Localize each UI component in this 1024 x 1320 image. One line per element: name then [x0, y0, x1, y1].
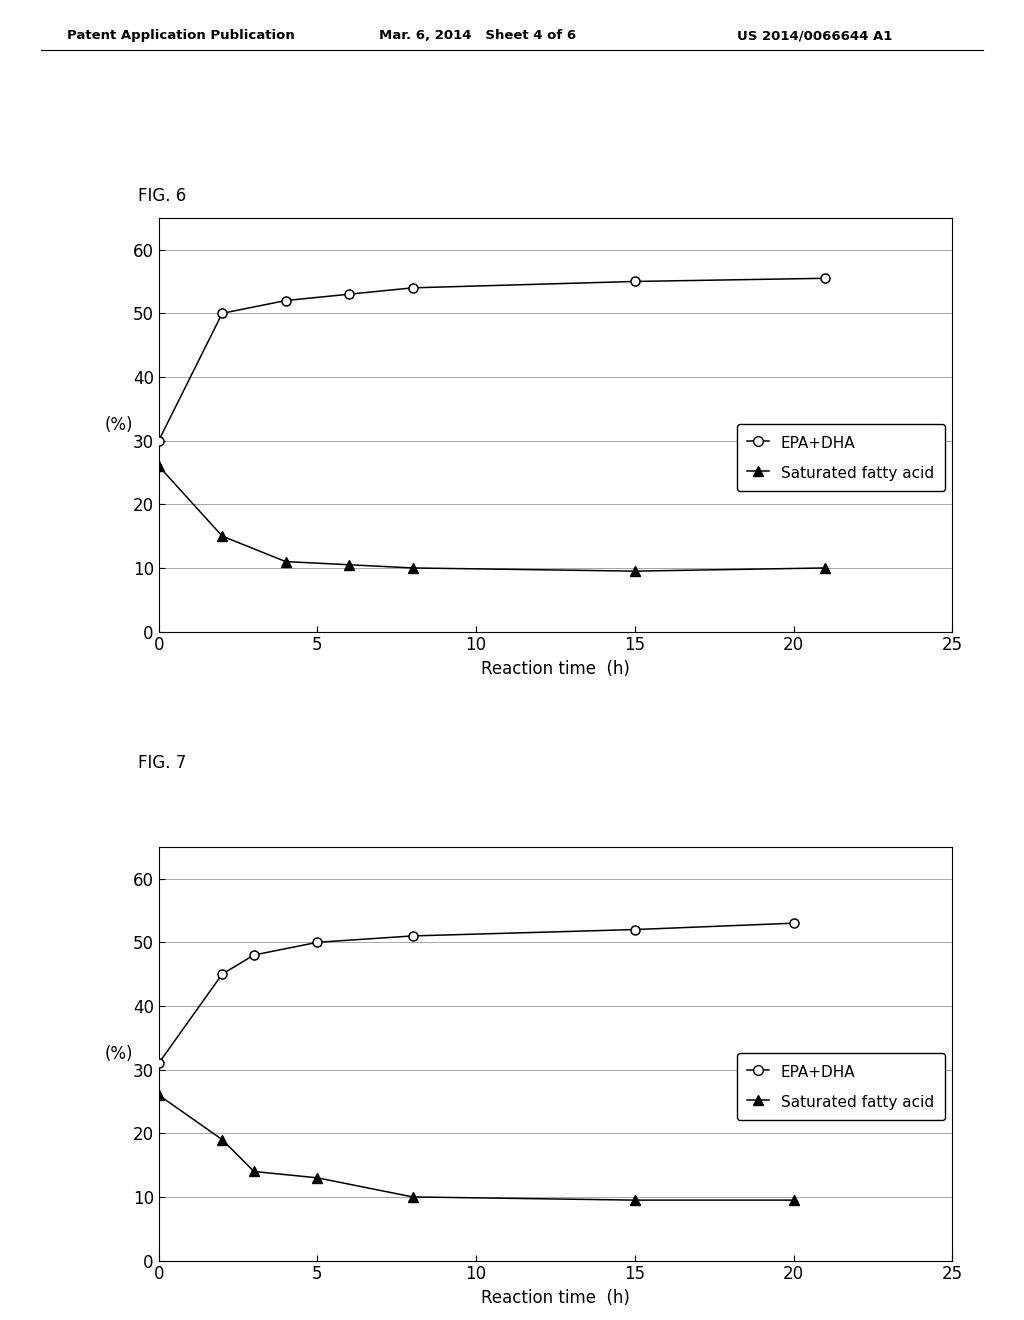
Text: Patent Application Publication: Patent Application Publication [67, 29, 294, 42]
Legend: EPA+DHA, Saturated fatty acid: EPA+DHA, Saturated fatty acid [736, 1053, 945, 1121]
X-axis label: Reaction time  (h): Reaction time (h) [481, 1290, 630, 1307]
Text: FIG. 7: FIG. 7 [138, 754, 186, 772]
Legend: EPA+DHA, Saturated fatty acid: EPA+DHA, Saturated fatty acid [736, 424, 945, 491]
Text: US 2014/0066644 A1: US 2014/0066644 A1 [737, 29, 893, 42]
X-axis label: Reaction time  (h): Reaction time (h) [481, 660, 630, 678]
Text: Mar. 6, 2014   Sheet 4 of 6: Mar. 6, 2014 Sheet 4 of 6 [379, 29, 577, 42]
Text: FIG. 6: FIG. 6 [138, 186, 186, 205]
Y-axis label: (%): (%) [104, 1044, 133, 1063]
Y-axis label: (%): (%) [104, 416, 133, 434]
